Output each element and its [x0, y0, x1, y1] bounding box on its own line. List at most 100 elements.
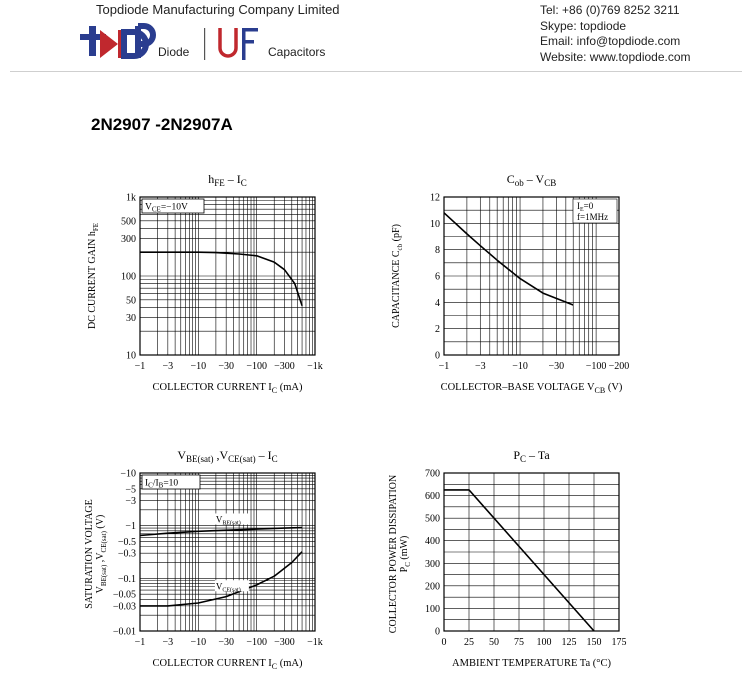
- x-axis-label-cob: COLLECTOR–BASE VOLTAGE VCB (V): [441, 382, 623, 395]
- x-tick-label: −1: [439, 361, 450, 372]
- chart-cob: −1 −3 −10 −30 −100 −200 0 2 4 6 8 10 12 Cob – VCB COLL…: [391, 172, 629, 395]
- y-axis-label-hfe: DC CURRENT GAIN hFE: [87, 223, 100, 329]
- y-tick-label: −10: [120, 469, 136, 480]
- y-axis-label-cob: CAPACITANCE Ccb (pF): [391, 224, 404, 328]
- plot-frame-pc: [443, 472, 620, 632]
- annotation-box: [141, 474, 201, 490]
- x-tick-label: 175: [612, 637, 627, 648]
- y-axis-label-pc: COLLECTOR POWER DISSIPATION: [388, 475, 399, 633]
- series-line-vsat-1: [140, 551, 303, 607]
- x-tick-label: −3: [163, 637, 174, 648]
- x-tick-label: −3: [475, 361, 486, 372]
- series-label-vsat-1: VCE(sat): [216, 581, 241, 593]
- y-tick-label: −1: [125, 521, 136, 532]
- y-tick-label: 100: [121, 272, 136, 283]
- x-tick-label: −100: [586, 361, 607, 372]
- y-tick-label: 500: [425, 514, 440, 525]
- contact-skype: Skype: topdiode: [540, 18, 627, 33]
- series-label-bg: [214, 580, 249, 592]
- series-line-pc-0: [444, 489, 595, 632]
- x-tick-label: 125: [562, 637, 577, 648]
- x-tick-label: 25: [464, 637, 474, 648]
- annotation-vsat: IC/IB=10: [145, 479, 178, 490]
- x-tick-label: −30: [218, 361, 234, 372]
- y-tick-label: 0: [435, 627, 440, 638]
- plot-frame-vsat: [139, 472, 316, 632]
- header-divider: [10, 71, 742, 72]
- x-axis-label-vsat: COLLECTOR CURRENT IC (mA): [153, 658, 303, 671]
- y-tick-label: 500: [121, 216, 136, 227]
- contact-tel: Tel: +86 (0)769 8252 3211: [540, 3, 680, 17]
- y-tick-label: 4: [435, 298, 440, 309]
- x-axis-label-hfe: COLLECTOR CURRENT IC (mA): [153, 382, 303, 395]
- y-tick-label: −5: [125, 484, 136, 495]
- annotation-box: [572, 198, 618, 224]
- x-tick-label: −1: [135, 361, 146, 372]
- series-label-bg: [214, 513, 249, 525]
- y-tick-label: −0.3: [118, 549, 136, 560]
- x-tick-label: 0: [442, 637, 447, 648]
- y-tick-label: −0.01: [113, 627, 136, 638]
- x-axis-label-pc: AMBIENT TEMPERATURE Ta (°C): [452, 658, 611, 669]
- x-tick-label: −30: [549, 361, 565, 372]
- y-tick-label: 0: [435, 351, 440, 362]
- diode-label: Diode: [158, 45, 190, 59]
- y-tick-label: 600: [425, 491, 440, 502]
- x-tick-label: −1k: [307, 361, 323, 372]
- y-tick-label: −0.03: [113, 601, 136, 612]
- x-tick-label: −200: [609, 361, 630, 372]
- plot-frame-cob: [443, 196, 620, 356]
- y-tick-label: 700: [425, 469, 440, 480]
- contact-website: Website: www.topdiode.com: [540, 49, 691, 64]
- x-tick-label: −10: [191, 361, 207, 372]
- y-tick-label: 6: [435, 272, 440, 283]
- y-tick-label: 12: [430, 193, 440, 204]
- x-tick-label: −100: [246, 637, 267, 648]
- x-tick-label: −30: [218, 637, 234, 648]
- chart-pc: 0 25 50 75 100 125 150 175 0 100 200 300 400 500 600 70…: [388, 448, 627, 669]
- chart-hfe: −1 −3 −10 −30 −100 −300 −1k 10 30 50 100 300 500 1k hF…: [87, 172, 323, 395]
- uf-logo-icon: [218, 28, 258, 60]
- grid-vsat: [139, 472, 316, 632]
- contact-block: Tel: +86 (0)769 8252 3211 Skype: topdiod…: [540, 3, 691, 65]
- series-label-vsat-0: VBE(sat): [216, 514, 241, 526]
- topdiode-logo-icon: [80, 23, 156, 59]
- company-name: Topdiode Manufacturing Company Limited: [96, 2, 340, 17]
- x-tick-label: 75: [514, 637, 524, 648]
- chart-title-pc: PC – Ta: [513, 448, 550, 464]
- y-tick-label: 100: [425, 604, 440, 615]
- y-tick-label: 1k: [126, 193, 136, 204]
- y-axis-label-vsat: SATURATION VOLTAGE: [84, 499, 95, 608]
- y-tick-label: 300: [121, 234, 136, 245]
- company-header: Topdiode Manufacturing Company Limited: [96, 2, 340, 17]
- y-tick-label: 200: [425, 581, 440, 592]
- y-tick-label: −3: [125, 496, 136, 507]
- x-tick-label: −100: [246, 361, 267, 372]
- x-tick-label: 150: [587, 637, 602, 648]
- annotation-box: [141, 198, 205, 214]
- x-tick-label: −1: [135, 637, 146, 648]
- y-axis-label-2-vsat: VBE(sat) ,VCE(sat) (V): [95, 515, 108, 594]
- chart-title-cob: Cob – VCB: [507, 172, 556, 188]
- annotation-cob-2: f=1MHz: [577, 212, 608, 222]
- x-tick-label: −300: [274, 637, 295, 648]
- plot-frame-hfe: [139, 196, 316, 356]
- y-tick-label: 50: [126, 295, 136, 306]
- y-tick-label: −0.05: [113, 590, 136, 601]
- series-line-vsat-0: [139, 526, 303, 537]
- capacitors-label: Capacitors: [268, 45, 325, 59]
- grid-pc: [443, 472, 620, 632]
- annotation-cob-1: IE=0: [577, 201, 594, 213]
- x-tick-label: −3: [163, 361, 174, 372]
- y-tick-label: 10: [430, 219, 440, 230]
- y-tick-label: −0.5: [118, 537, 136, 548]
- chart-title-hfe: hFE – IC: [208, 172, 247, 188]
- y-axis-label-2-pc: PC (mW): [399, 536, 412, 573]
- x-tick-label: −10: [191, 637, 207, 648]
- x-tick-label: −10: [512, 361, 528, 372]
- chart-vsat: −1 −3 −10 −30 −100 −300 −1k −0.01 −0.03−0.05 −0.1…: [84, 448, 323, 671]
- contact-email: Email: info@topdiode.com: [540, 34, 681, 48]
- x-tick-label: −1k: [307, 637, 323, 648]
- y-tick-label: 10: [126, 351, 136, 362]
